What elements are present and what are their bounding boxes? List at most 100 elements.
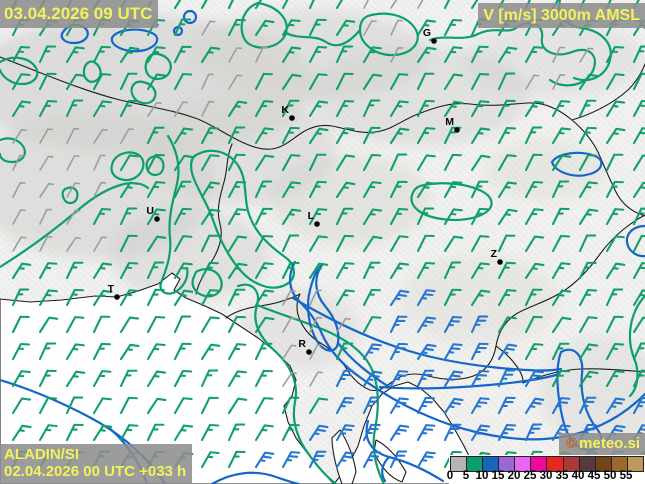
color-scale-tick: 5 [462,470,470,482]
wind-barb [578,234,597,253]
wind-barb [281,261,300,280]
wind-barb [470,235,490,253]
wind-barb [38,99,58,118]
wind-barb [119,369,138,388]
wind-barb [632,72,645,91]
wind-barb [281,208,302,226]
wind-barb [497,423,517,442]
wind-barb [605,424,626,442]
wind-barb [309,316,323,333]
wind-barb [552,46,566,63]
city-label: G [423,27,431,39]
wind-barb [92,315,111,334]
wind-barb [65,396,84,415]
wind-barb [119,72,138,91]
wind-barb [173,207,192,226]
wind-barb [227,315,246,334]
wind-barb [227,153,246,172]
wind-barb [390,19,404,36]
wind-barb [254,289,275,307]
wind-barb [254,397,274,415]
wind-barb [254,262,274,280]
wind-barb [227,262,248,280]
city-label: K [281,104,289,116]
wind-barb [227,397,248,415]
city-dot [314,221,320,227]
wind-barb [92,424,113,442]
wind-barb [389,289,410,307]
wind-barb [308,0,327,10]
model-name: ALADIN/SI [4,446,79,463]
wind-barb [92,342,111,361]
wind-barb [443,73,464,91]
wind-barb [416,396,435,415]
wind-barb [524,288,543,307]
city-dot [454,127,460,133]
wind-barb [632,234,645,253]
wind-barb [335,262,355,280]
wind-barb [119,46,140,64]
wind-barb [497,154,517,172]
wind-barb [308,127,329,145]
wind-barb [92,370,112,388]
wind-barb [146,181,166,199]
wind-barb [173,72,193,91]
wind-barb [578,343,599,361]
wind-barb [227,18,246,37]
wind-barb [119,343,140,361]
city-dot [114,294,120,300]
wind-barb [173,0,194,10]
wind-barb [470,342,489,361]
wind-barb [632,289,645,307]
wind-barb [65,73,86,91]
wind-barb [362,288,381,307]
wind-barb [470,397,490,415]
copyright-name: meteo.si [579,435,640,452]
wind-barb [282,344,297,360]
wind-barb [389,127,410,145]
wind-barb [173,180,192,199]
color-scale-tick: 30 [539,470,553,482]
wind-barb [11,424,32,442]
wind-barb [65,316,85,334]
wind-barb [416,181,437,199]
wind-barb [497,261,516,280]
wind-barb [173,315,192,334]
wind-barb [470,180,489,199]
wind-barb [39,208,53,225]
wind-barb [497,72,516,91]
wind-barb [228,47,242,63]
wind-barb [632,424,645,442]
wind-barb [65,423,84,442]
wind-barb [443,208,463,226]
wind-barb [551,397,571,415]
wind-barb [335,342,354,361]
wind-barb [578,73,599,91]
color-scale-tick: 10 [475,470,489,482]
wind-barb [146,208,166,226]
color-scale-cell [627,457,643,471]
wind-barb [524,423,543,442]
wind-barb [524,397,545,415]
wind-barb [552,73,566,90]
wind-barb [308,397,329,415]
wind-barb [254,180,273,199]
wind-barb [281,181,301,199]
wind-barb [146,288,165,307]
wind-barb [92,397,112,415]
color-scale-cell [563,457,580,471]
city-dot [154,216,160,222]
wind-barb [281,99,300,118]
wind-barb [470,315,489,334]
wind-barb [92,73,112,91]
wind-barb [443,343,463,361]
wind-barb [524,100,545,118]
wind-barb [632,342,645,361]
wind-barb [497,289,517,307]
wind-barb [605,235,625,253]
wind-barb [38,396,58,415]
wind-barb [227,370,247,388]
wind-barb [443,18,463,37]
wind-barb [551,289,572,307]
